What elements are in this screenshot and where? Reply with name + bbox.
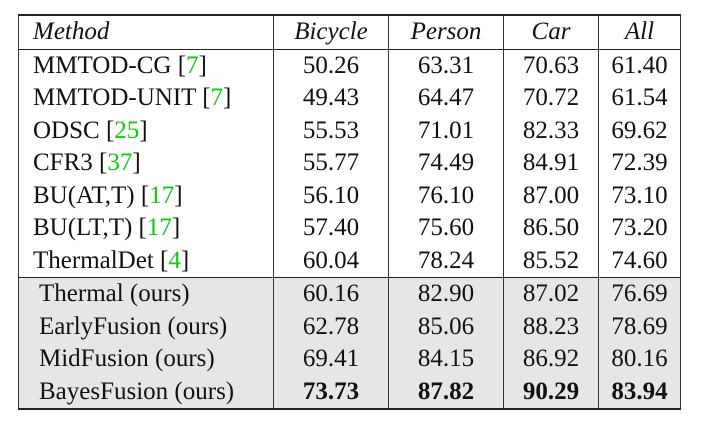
- results-table: Method Bicycle Person Car All MMTOD-CG […: [18, 14, 681, 410]
- method-name: Thermal (ours): [39, 280, 190, 308]
- person-value: 84.15: [388, 343, 504, 376]
- citation-link[interactable]: 17: [149, 181, 175, 209]
- results-table-container: Method Bicycle Person Car All MMTOD-CG […: [18, 14, 681, 410]
- car-value: 70.63: [503, 49, 599, 82]
- table-row: EarlyFusion (ours) 62.78 85.06 88.23 78.69: [18, 310, 681, 344]
- method-cell: MMTOD-CG [7]: [33, 51, 207, 79]
- method-name: CFR3: [33, 149, 93, 177]
- method-name: ODSC: [33, 116, 100, 144]
- header-method: Method: [33, 18, 110, 46]
- car-value: 84.91: [503, 147, 599, 180]
- header-all: All: [598, 15, 681, 49]
- car-value: 70.72: [503, 82, 599, 115]
- table-body: MMTOD-CG [7] 50.26 63.31 70.63 61.40 MMTOD-UN…: [18, 49, 681, 410]
- header-car: Car: [503, 15, 599, 49]
- all-value: 61.40: [598, 49, 681, 82]
- bicycle-value: 60.04: [273, 244, 389, 278]
- bicycle-value: 55.77: [273, 147, 389, 180]
- car-value: 87.02: [503, 277, 599, 311]
- person-value: 76.10: [388, 179, 504, 212]
- method-name: BayesFusion (ours): [39, 377, 235, 405]
- header-person: Person: [388, 15, 504, 49]
- citation-link[interactable]: 7: [210, 84, 224, 112]
- person-value: 74.49: [388, 147, 504, 180]
- method-cell: CFR3 [37]: [33, 149, 141, 177]
- table-row: ThermalDet [4] 60.04 78.24 85.52 74.60: [19, 244, 681, 278]
- all-value: 80.16: [598, 343, 681, 376]
- citation-link[interactable]: 25: [114, 116, 140, 144]
- bicycle-value: 55.53: [273, 114, 389, 147]
- table-row: BU(AT,T) [17] 56.10 76.10 87.00 73.10: [19, 179, 681, 212]
- citation-link[interactable]: 4: [168, 246, 181, 274]
- method-cell: EarlyFusion (ours): [19, 311, 274, 344]
- method-cell: BU(LT,T) [17]: [33, 214, 181, 242]
- method-name: MMTOD-UNIT: [33, 84, 196, 112]
- table-row: MMTOD-UNIT [7] 49.43 64.47 70.72 61.54: [19, 82, 681, 115]
- all-value: 83.94: [598, 375, 681, 409]
- car-value: 85.52: [503, 244, 599, 278]
- person-value: 87.82: [388, 375, 504, 409]
- car-value: 87.00: [503, 179, 599, 212]
- bicycle-value: 73.73: [273, 375, 389, 409]
- person-value: 63.31: [388, 49, 504, 82]
- car-value: 90.29: [503, 375, 599, 409]
- citation-link[interactable]: 17: [146, 214, 172, 242]
- header-row: Method Bicycle Person Car All: [18, 15, 681, 49]
- method-cell: Thermal (ours): [19, 278, 274, 311]
- person-value: 64.47: [388, 82, 504, 115]
- car-value: 86.92: [503, 343, 599, 376]
- table-row: BU(LT,T) [17] 57.40 75.60 86.50 73.20: [19, 212, 681, 245]
- all-value: 74.60: [598, 244, 681, 278]
- all-value: 73.10: [598, 179, 681, 212]
- table-row: MMTOD-CG [7] 50.26 63.31 70.63 61.40: [19, 49, 681, 82]
- table-row: Thermal (ours) 60.16 82.90 87.02 76.69: [18, 277, 681, 311]
- method-name: EarlyFusion (ours): [39, 312, 228, 340]
- all-value: 61.54: [598, 82, 681, 115]
- person-value: 85.06: [388, 310, 504, 343]
- method-name: MidFusion (ours): [39, 345, 215, 373]
- table-row: ODSC [25] 55.53 71.01 82.33 69.62: [19, 114, 681, 147]
- table-row: MidFusion (ours) 69.41 84.15 86.92 80.16: [18, 343, 681, 376]
- citation-link[interactable]: 37: [107, 149, 133, 177]
- person-value: 75.60: [388, 212, 504, 245]
- table-row: CFR3 [37] 55.77 74.49 84.91 72.39: [19, 147, 681, 180]
- method-name: ThermalDet: [33, 246, 154, 274]
- method-name: MMTOD-CG: [33, 51, 172, 79]
- bicycle-value: 57.40: [273, 212, 389, 245]
- method-cell: ODSC [25]: [33, 116, 148, 144]
- car-value: 82.33: [503, 114, 599, 147]
- bicycle-value: 60.16: [273, 277, 389, 311]
- citation-link[interactable]: 7: [186, 51, 199, 79]
- car-value: 88.23: [503, 310, 599, 343]
- all-value: 73.20: [598, 212, 681, 245]
- method-cell: MMTOD-UNIT [7]: [33, 84, 232, 112]
- person-value: 82.90: [388, 277, 504, 311]
- bicycle-value: 49.43: [273, 82, 389, 115]
- header-bicycle: Bicycle: [273, 15, 389, 49]
- person-value: 78.24: [388, 244, 504, 278]
- bicycle-value: 69.41: [273, 343, 389, 376]
- bicycle-value: 62.78: [273, 310, 389, 343]
- car-value: 86.50: [503, 212, 599, 245]
- table-row: BayesFusion (ours) 73.73 87.82 90.29 83.94: [18, 375, 681, 410]
- all-value: 76.69: [598, 277, 681, 311]
- method-name: BU(AT,T): [33, 181, 135, 209]
- method-cell: BU(AT,T) [17]: [33, 181, 183, 209]
- method-cell: ThermalDet [4]: [33, 246, 190, 274]
- all-value: 69.62: [598, 114, 681, 147]
- method-cell: BayesFusion (ours): [19, 376, 274, 410]
- method-name: BU(LT,T): [33, 214, 133, 242]
- bicycle-value: 50.26: [273, 49, 389, 82]
- method-cell: MidFusion (ours): [19, 343, 274, 376]
- all-value: 72.39: [598, 147, 681, 180]
- bicycle-value: 56.10: [273, 179, 389, 212]
- all-value: 78.69: [598, 310, 681, 343]
- person-value: 71.01: [388, 114, 504, 147]
